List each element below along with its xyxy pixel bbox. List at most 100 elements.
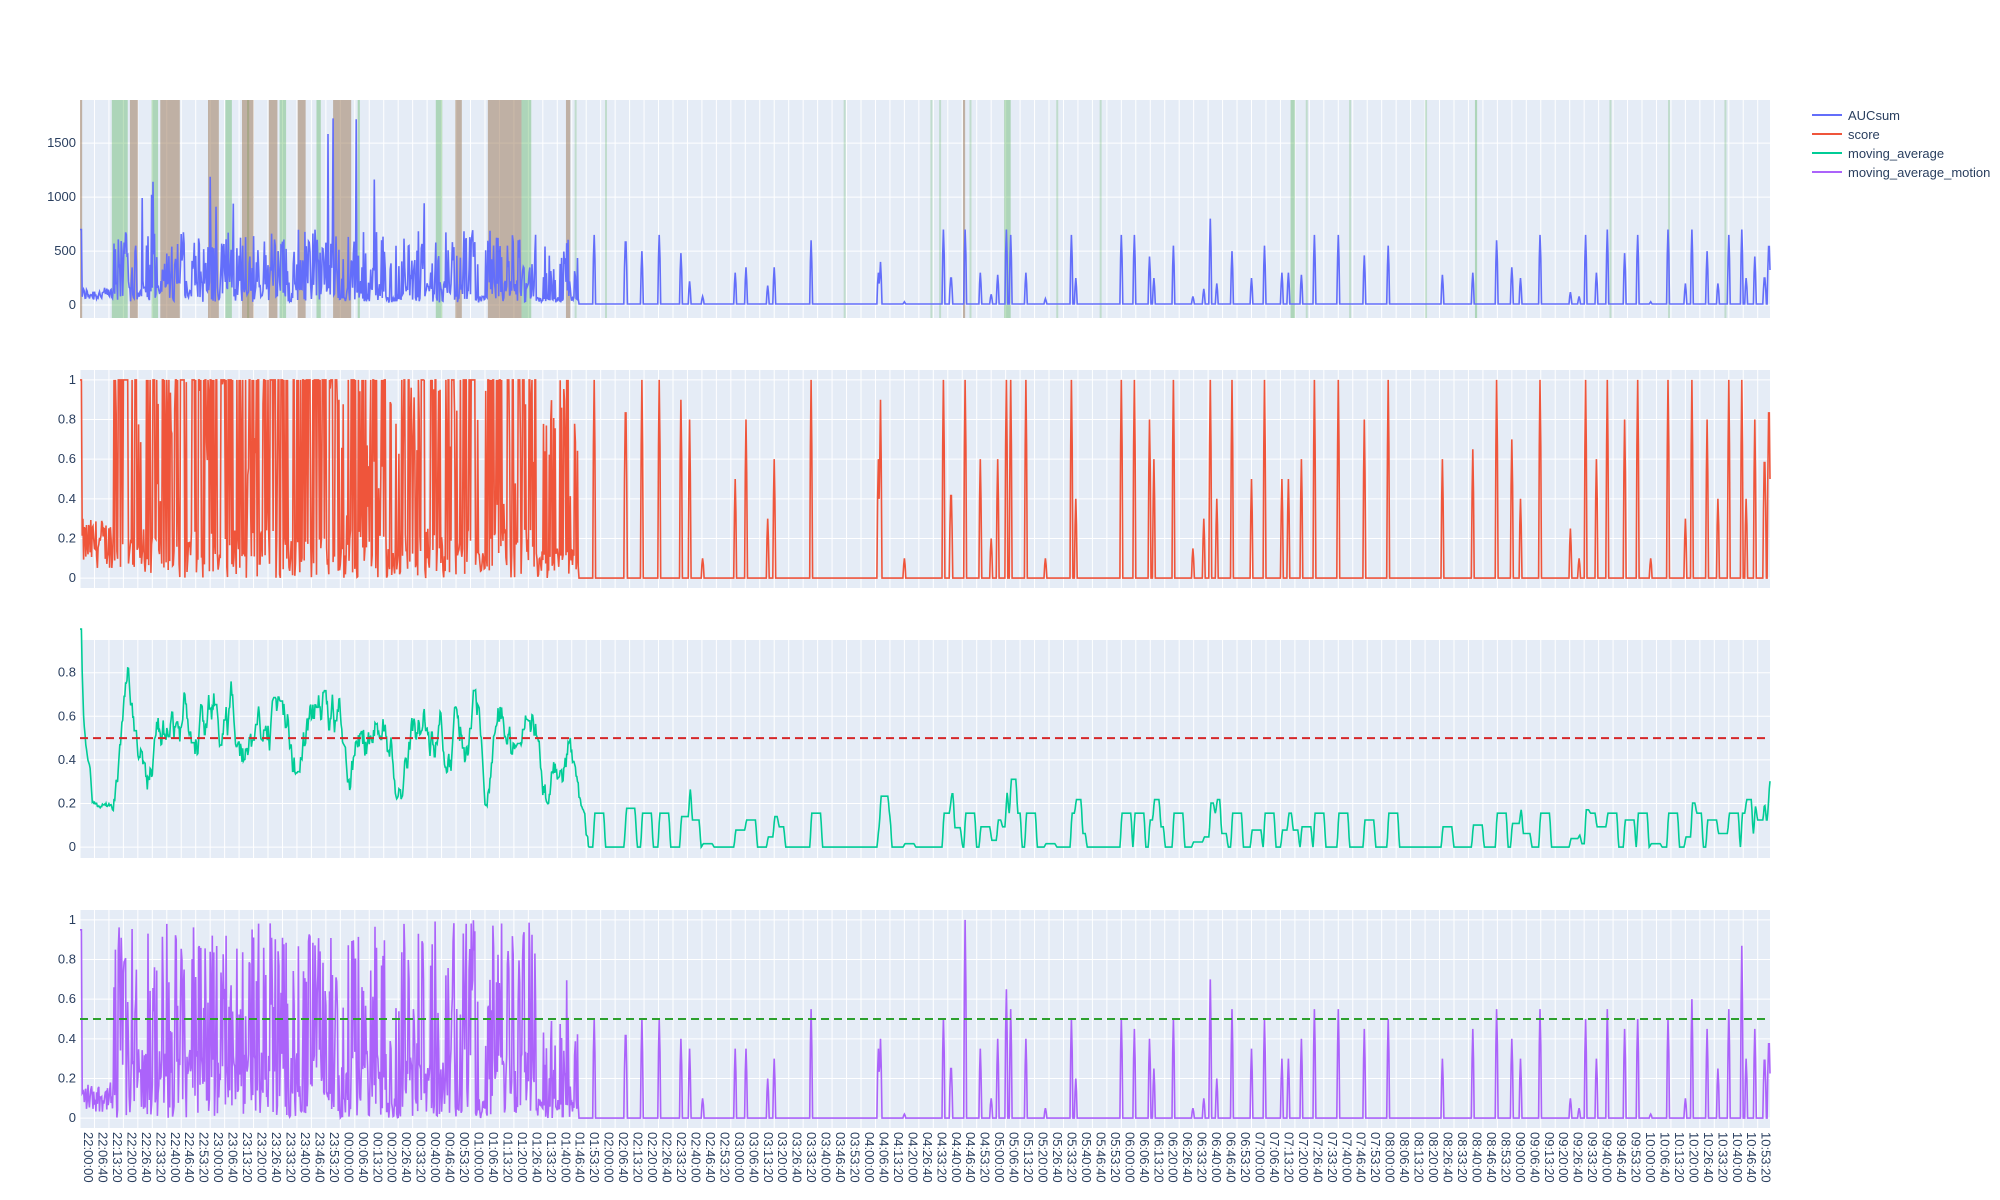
legend-item-moving_average[interactable]: moving_average — [1812, 146, 1944, 161]
x-tick-label: 00:26:40 — [399, 1132, 414, 1183]
y-tick-label: 1 — [69, 912, 76, 927]
x-tick-label: 09:20:00 — [1556, 1132, 1571, 1183]
x-tick-label: 04:00:00 — [862, 1132, 877, 1183]
x-tick-label: 00:13:20 — [370, 1132, 385, 1183]
x-tick-label: 00:40:00 — [428, 1132, 443, 1183]
series-line-moving_average_motion — [80, 919, 1771, 1121]
y-tick-label: 0.6 — [58, 451, 76, 466]
x-tick-label: 23:06:40 — [226, 1132, 241, 1183]
y-tick-label: 0.2 — [58, 1070, 76, 1085]
x-tick-label: 04:13:20 — [891, 1132, 906, 1183]
green-band — [357, 100, 360, 318]
legend-item-score[interactable]: score — [1812, 127, 1880, 142]
x-tick-label: 06:26:40 — [1180, 1132, 1195, 1183]
x-tick-label: 10:06:40 — [1657, 1132, 1672, 1183]
x-tick-label: 07:20:00 — [1296, 1132, 1311, 1183]
x-tick-label: 10:33:20 — [1715, 1132, 1730, 1183]
brown-band — [297, 100, 306, 318]
x-tick-label: 03:00:00 — [732, 1132, 747, 1183]
x-tick-label: 07:46:40 — [1354, 1132, 1369, 1183]
x-tick-label: 09:33:20 — [1585, 1132, 1600, 1183]
x-tick-label: 06:00:00 — [1122, 1132, 1137, 1183]
x-tick-label: 00:33:20 — [414, 1132, 429, 1183]
green-band — [151, 100, 159, 318]
x-tick-label: 05:33:20 — [1064, 1132, 1079, 1183]
x-tick-label: 07:26:40 — [1310, 1132, 1325, 1183]
faint-band — [930, 100, 933, 318]
faint-band — [1305, 100, 1308, 318]
y-tick-label: 0.4 — [58, 1031, 76, 1046]
x-tick-label: 22:00:00 — [81, 1132, 96, 1183]
x-tick-label: 04:20:00 — [905, 1132, 920, 1183]
x-tick-label: 01:20:00 — [515, 1132, 530, 1183]
legend-label: AUCsum — [1848, 108, 1900, 123]
x-tick-label: 02:00:00 — [602, 1132, 617, 1183]
green-band — [435, 100, 443, 318]
x-tick-label: 09:06:40 — [1527, 1132, 1542, 1183]
x-tick-label: 05:20:00 — [1036, 1132, 1051, 1183]
y-tick-label: 0 — [69, 297, 76, 312]
x-tick-label: 22:40:00 — [168, 1132, 183, 1183]
x-tick-label: 05:06:40 — [1007, 1132, 1022, 1183]
faint-band — [1425, 100, 1428, 318]
x-tick-label: 09:46:40 — [1614, 1132, 1629, 1183]
x-tick-label: 22:20:00 — [124, 1132, 139, 1183]
x-tick-label: 22:06:40 — [95, 1132, 110, 1183]
faint-band — [939, 100, 942, 318]
faint-band — [574, 100, 577, 318]
x-tick-label: 03:33:20 — [804, 1132, 819, 1183]
x-tick-label: 09:00:00 — [1513, 1132, 1528, 1183]
x-tick-label: 07:33:20 — [1325, 1132, 1340, 1183]
x-tick-label: 04:53:20 — [978, 1132, 993, 1183]
x-tick-label: 10:26:40 — [1701, 1132, 1716, 1183]
x-tick-label: 07:40:00 — [1339, 1132, 1354, 1183]
x-tick-label: 06:33:20 — [1195, 1132, 1210, 1183]
x-tick-label: 02:20:00 — [645, 1132, 660, 1183]
x-tick-label: 05:26:40 — [1050, 1132, 1065, 1183]
x-tick-label: 08:00:00 — [1383, 1132, 1398, 1183]
legend-item-AUCsum[interactable]: AUCsum — [1812, 108, 1900, 123]
y-tick-label: 0.8 — [58, 412, 76, 427]
x-tick-label: 08:13:20 — [1412, 1132, 1427, 1183]
y-tick-label: 0.8 — [58, 952, 76, 967]
x-tick-label: 08:20:00 — [1426, 1132, 1441, 1183]
x-tick-label: 02:53:20 — [717, 1132, 732, 1183]
x-tick-label: 09:26:40 — [1571, 1132, 1586, 1183]
brown-band — [565, 100, 571, 318]
x-tick-label: 10:13:20 — [1672, 1132, 1687, 1183]
x-tick-label: 09:53:20 — [1629, 1132, 1644, 1183]
y-tick-label: 0.2 — [58, 530, 76, 545]
faint-band — [1609, 100, 1612, 318]
subplots: 05001000150000.20.40.60.8100.20.40.60.80… — [47, 100, 1771, 1128]
x-tick-label: 05:00:00 — [992, 1132, 1007, 1183]
y-tick-label: 0.8 — [58, 665, 76, 680]
series-line-AUCsum — [80, 118, 1771, 305]
x-tick-label: 01:40:00 — [558, 1132, 573, 1183]
x-tick-label: 10:53:20 — [1759, 1132, 1774, 1183]
legend-label: moving_average_motion — [1848, 165, 1990, 180]
x-tick-label: 22:33:20 — [153, 1132, 168, 1183]
x-tick-label: 03:13:20 — [761, 1132, 776, 1183]
faint-band — [1349, 100, 1352, 318]
brown-band — [129, 100, 138, 318]
x-tick-label: 01:46:40 — [573, 1132, 588, 1183]
x-tick-label: 05:46:40 — [1093, 1132, 1108, 1183]
x-tick-label: 23:53:20 — [327, 1132, 342, 1183]
x-tick-label: 22:46:40 — [182, 1132, 197, 1183]
x-tick-label: 03:53:20 — [848, 1132, 863, 1183]
x-tick-label: 23:00:00 — [211, 1132, 226, 1183]
y-tick-label: 0 — [69, 570, 76, 585]
legend-item-moving_average_motion[interactable]: moving_average_motion — [1812, 165, 1990, 180]
y-tick-label: 0 — [69, 1110, 76, 1125]
x-tick-label: 03:46:40 — [833, 1132, 848, 1183]
green-band — [279, 100, 287, 318]
x-tick-label: 04:33:20 — [934, 1132, 949, 1183]
x-tick-label: 09:13:20 — [1542, 1132, 1557, 1183]
y-tick-label: 0.4 — [58, 491, 76, 506]
x-tick-label: 23:46:40 — [312, 1132, 327, 1183]
x-tick-label: 01:33:20 — [544, 1132, 559, 1183]
legend[interactable]: AUCsum score moving_average moving_average_… — [1812, 108, 1990, 180]
x-tick-label: 23:13:20 — [240, 1132, 255, 1183]
y-tick-label: 1 — [69, 372, 76, 387]
